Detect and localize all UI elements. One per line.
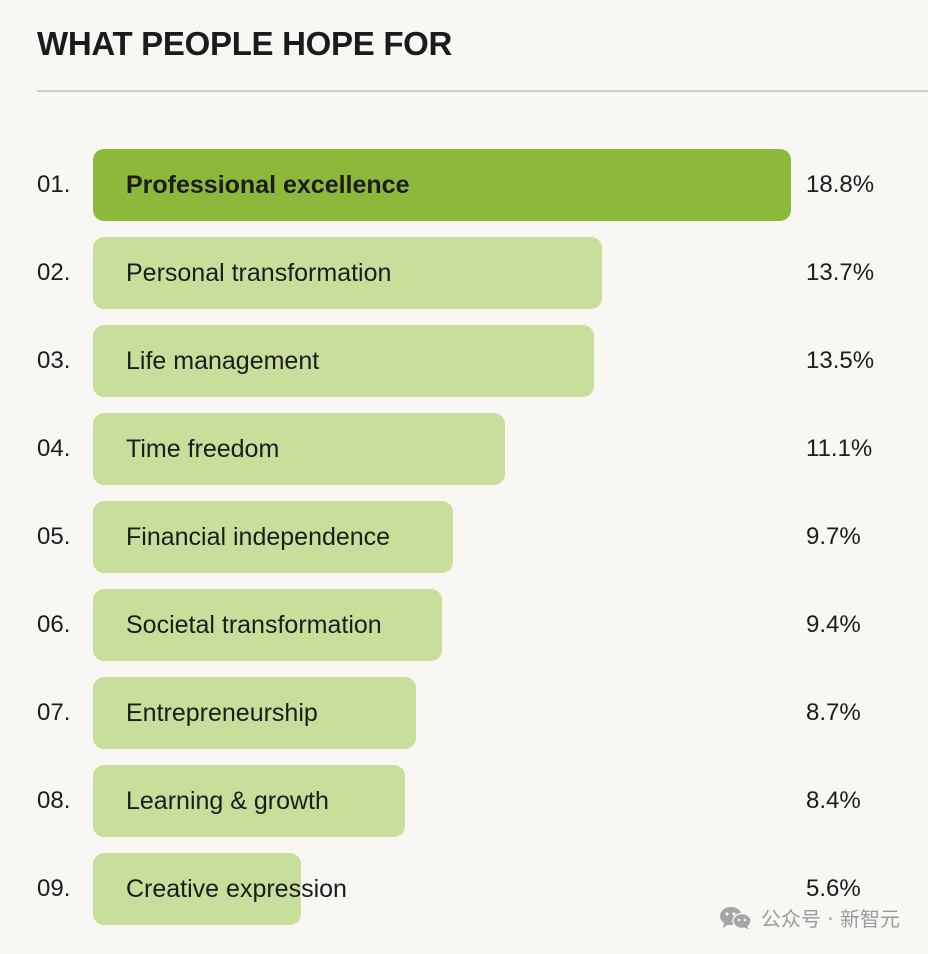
category-label: Societal transformation — [126, 611, 382, 639]
value-label: 18.8% — [806, 171, 875, 198]
category-label: Learning & growth — [126, 787, 329, 815]
value-label: 9.4% — [806, 611, 861, 638]
value-label: 13.5% — [806, 347, 875, 374]
rank-label: 04. — [37, 435, 71, 462]
bar — [93, 501, 453, 573]
bar — [93, 589, 442, 661]
bar — [93, 677, 416, 749]
value-label: 11.1% — [806, 435, 873, 462]
watermark-text: 公众号 · 新智元 — [760, 907, 900, 931]
rank-label: 05. — [37, 523, 71, 550]
rank-label: 07. — [37, 699, 71, 726]
watermark: 公众号 · 新智元 — [719, 903, 900, 932]
value-label: 8.4% — [806, 787, 861, 814]
category-label: Creative expression — [126, 875, 347, 903]
value-label: 13.7% — [806, 259, 875, 286]
category-label: Professional excellence — [126, 171, 410, 199]
category-label: Entrepreneurship — [126, 699, 318, 727]
category-label: Financial independence — [126, 523, 391, 551]
page-title: WHAT PEOPLE HOPE FOR — [37, 25, 453, 62]
value-label: 5.6% — [806, 875, 861, 902]
bar — [93, 413, 505, 485]
value-label: 9.7% — [806, 523, 861, 550]
rank-label: 09. — [37, 875, 71, 902]
title-divider — [37, 90, 928, 92]
bar — [93, 237, 602, 309]
bar — [93, 765, 405, 837]
bar — [93, 325, 594, 397]
rank-label: 02. — [37, 259, 71, 286]
wechat-icon — [719, 905, 753, 931]
bar — [93, 149, 791, 221]
rank-label: 06. — [37, 611, 71, 638]
rank-label: 03. — [37, 347, 71, 374]
bar — [93, 853, 301, 925]
category-label: Personal transformation — [126, 259, 392, 287]
category-label: Life management — [126, 347, 320, 375]
rank-label: 01. — [37, 171, 71, 198]
category-label: Time freedom — [126, 435, 280, 463]
rank-label: 08. — [37, 787, 71, 814]
value-label: 8.7% — [806, 699, 861, 726]
